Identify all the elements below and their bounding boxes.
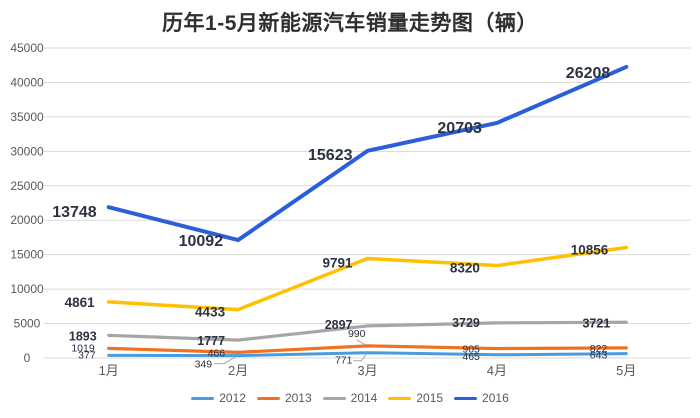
data-label-2014: 2897 — [325, 318, 353, 332]
data-label-2012: 465 — [462, 351, 480, 363]
data-label-2016: 20703 — [437, 120, 482, 137]
data-label-2016: 26208 — [566, 65, 611, 82]
legend-item-label: 2012 — [219, 391, 246, 405]
series-line-2016 — [106, 64, 629, 243]
y-tick-label: 45000 — [10, 41, 44, 55]
legend-swatch-2015 — [388, 396, 412, 400]
chart-title: 历年1-5月新能源汽车销量走势图（辆） — [162, 12, 538, 35]
legend-item-2015[interactable]: 2015 — [388, 391, 443, 405]
data-label-2013: 822 — [590, 343, 608, 355]
legend-item-2016[interactable]: 2016 — [454, 391, 509, 405]
chart-legend: 2012 2013 2014 2015 2016 — [0, 391, 700, 405]
legend-item-label: 2015 — [416, 391, 444, 405]
legend-item-label: 2013 — [284, 391, 312, 405]
data-label-2015: 8320 — [450, 261, 480, 276]
leader-line — [353, 353, 367, 362]
data-label-2016: 15623 — [308, 147, 353, 164]
series-line-2013 — [107, 344, 628, 354]
y-tick-label: 35000 — [10, 110, 44, 124]
y-tick-label: 15000 — [10, 248, 44, 262]
data-label-2014: 1777 — [197, 334, 225, 348]
data-label-2013: 990 — [348, 328, 366, 340]
data-label-2012: 349 — [195, 359, 213, 371]
legend-swatch-2013 — [256, 396, 280, 400]
legend-swatch-2016 — [454, 396, 478, 400]
legend-item-label: 2014 — [350, 391, 378, 405]
y-tick-label: 5000 — [14, 317, 41, 331]
series-line-2015 — [106, 245, 629, 312]
legend-swatch-2012 — [191, 396, 215, 400]
data-label-2014: 3729 — [452, 316, 480, 330]
legend-item-label: 2016 — [482, 391, 509, 405]
data-label-2015: 10856 — [571, 242, 609, 257]
y-tick-label: 0 — [24, 351, 31, 365]
legend-item-2014[interactable]: 2014 — [322, 391, 378, 405]
x-tick-label: 4月 — [487, 363, 507, 378]
data-label-2016: 10092 — [179, 233, 224, 250]
data-label-2012: 377 — [78, 349, 96, 361]
series-line-2014 — [107, 320, 628, 342]
data-label-2013: 1019 — [71, 342, 95, 354]
x-tick-label: 2月 — [228, 363, 248, 378]
data-label-2014: 3721 — [582, 316, 610, 330]
series-line-2012 — [107, 351, 628, 358]
x-tick-label: 5月 — [616, 363, 636, 378]
y-tick-label: 40000 — [10, 75, 44, 89]
data-label-2015: 4861 — [65, 295, 96, 310]
data-label-2012: 643 — [590, 350, 608, 362]
data-label-2015: 9791 — [322, 255, 353, 270]
legend-item-2012[interactable]: 2012 — [191, 391, 246, 405]
y-tick-label: 10000 — [10, 282, 44, 296]
y-tick-label: 25000 — [10, 179, 44, 193]
leader-line — [214, 356, 237, 365]
line-chart-plot: 0 5000 10000 15000 20000 25000 30000 35000 40000… — [10, 41, 691, 378]
x-tick-label: 1月 — [99, 363, 119, 378]
data-label-2015: 4433 — [195, 305, 226, 320]
leader-line — [356, 339, 366, 346]
legend-item-2013[interactable]: 2013 — [256, 391, 312, 405]
data-label-2013: 466 — [208, 347, 226, 359]
data-label-2012: 771 — [335, 355, 353, 367]
legend-swatch-2014 — [322, 396, 346, 400]
data-label-2014: 1893 — [69, 329, 97, 343]
y-tick-label: 30000 — [10, 144, 44, 158]
data-label-2013: 905 — [462, 344, 480, 356]
x-tick-label: 3月 — [357, 363, 377, 378]
y-tick-label: 20000 — [10, 213, 44, 227]
data-label-2016: 13748 — [52, 204, 97, 221]
